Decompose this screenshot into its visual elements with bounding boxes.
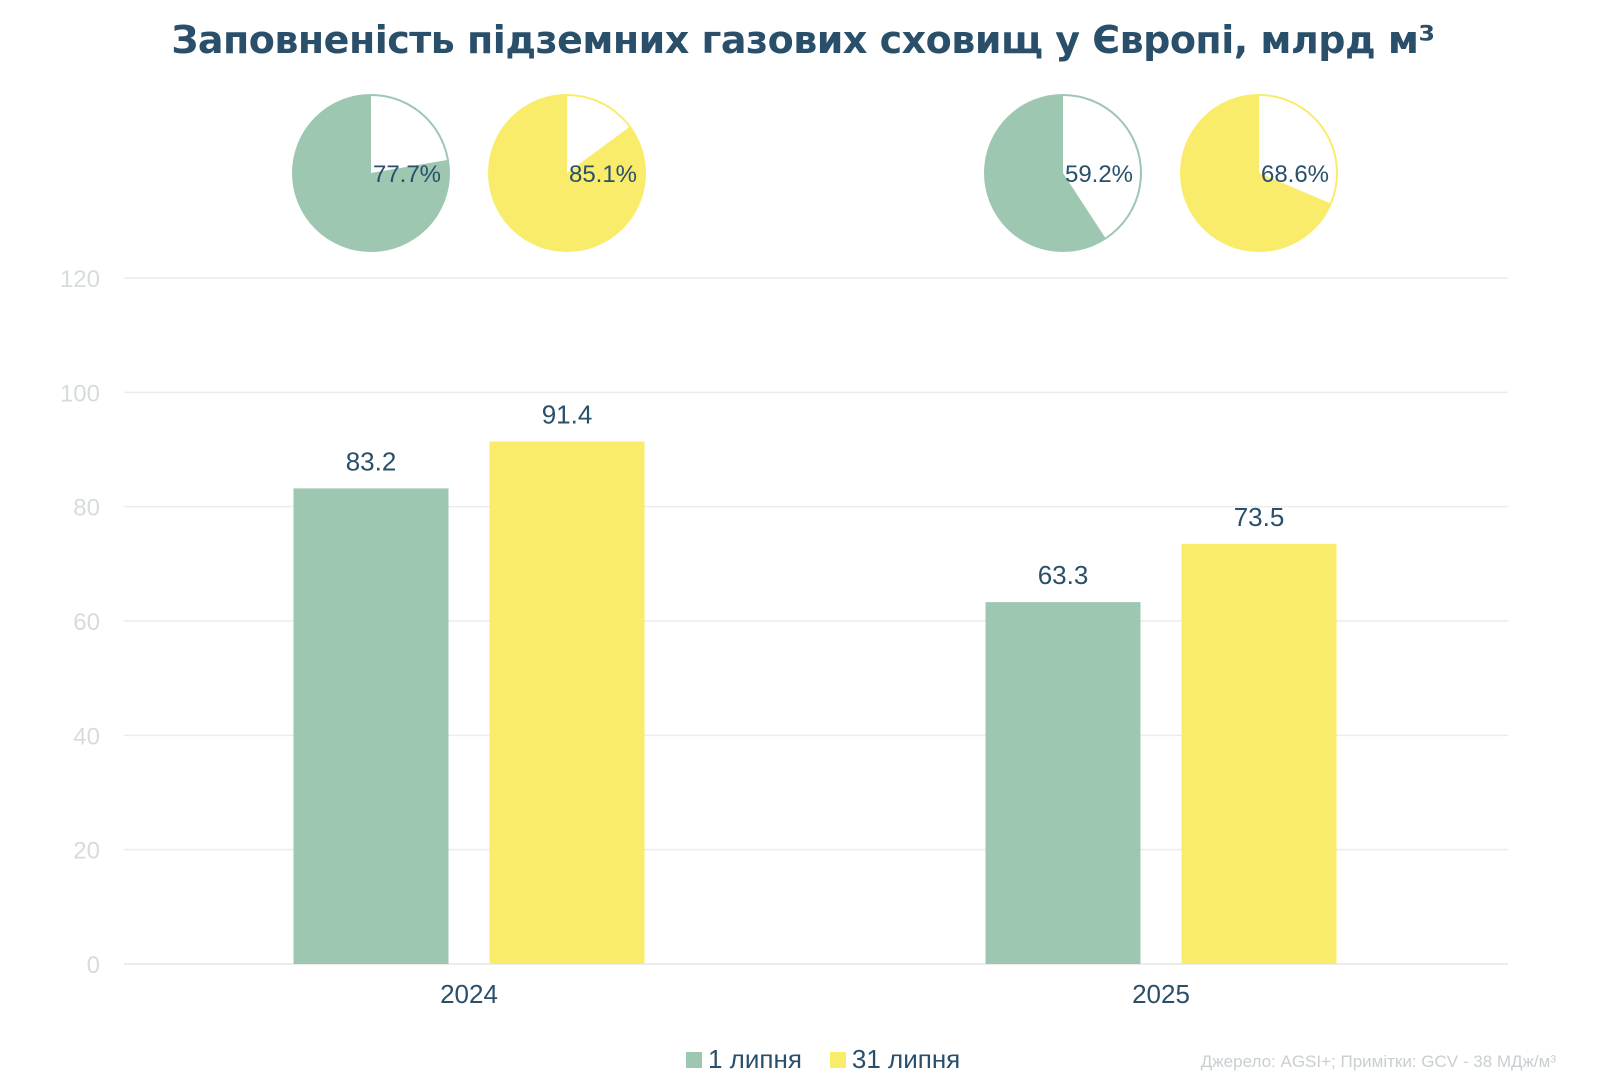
legend: 1 липня 31 липня: [686, 1044, 960, 1075]
bar-2025-2: [1181, 543, 1337, 964]
legend-item-2: 31 липня: [829, 1044, 961, 1075]
y-tick-label: 80: [73, 495, 100, 522]
chart-title: Заповненість підземних газових сховищ у …: [171, 18, 1435, 62]
pie-percent-label: 68.6%: [1261, 161, 1329, 188]
pie-fill-2024-1: [293, 95, 449, 251]
source-note: Джерело: AGSI+; Примітки: GCV - 38 МДж/м…: [1200, 1052, 1556, 1071]
pie-percent-label: 59.2%: [1065, 161, 1133, 188]
y-tick-label: 100: [60, 380, 100, 407]
bar-2024-2: [489, 441, 645, 964]
pie-fill-2025-1: [985, 95, 1106, 251]
legend-label-2: 31 липня: [851, 1044, 961, 1074]
bar-2024-1: [293, 488, 449, 964]
y-tick-label: 120: [60, 266, 100, 293]
legend-item-1: 1 липня: [686, 1044, 802, 1075]
bar-value-label: 73.5: [1234, 502, 1285, 532]
pie-fill-2025-2: [1181, 95, 1331, 251]
pie-fill-2024-2: [489, 95, 646, 251]
legend-label-1: 1 липня: [708, 1044, 802, 1074]
y-tick-label: 0: [87, 952, 100, 979]
bar-value-label: 83.2: [346, 446, 397, 476]
x-tick-label: 2025: [1132, 979, 1190, 1009]
x-tick-label: 2024: [440, 979, 498, 1009]
legend-swatch-1: [686, 1051, 702, 1068]
y-tick-label: 20: [73, 838, 100, 865]
pie-percent-label: 77.7%: [373, 161, 441, 188]
bar-2025-1: [985, 602, 1141, 964]
bar-value-label: 91.4: [542, 399, 593, 429]
bar-value-label: 63.3: [1038, 560, 1089, 590]
y-tick-label: 40: [73, 723, 100, 750]
pie-percent-label: 85.1%: [569, 161, 637, 188]
legend-swatch-2: [829, 1051, 846, 1068]
y-tick-label: 60: [73, 609, 100, 636]
